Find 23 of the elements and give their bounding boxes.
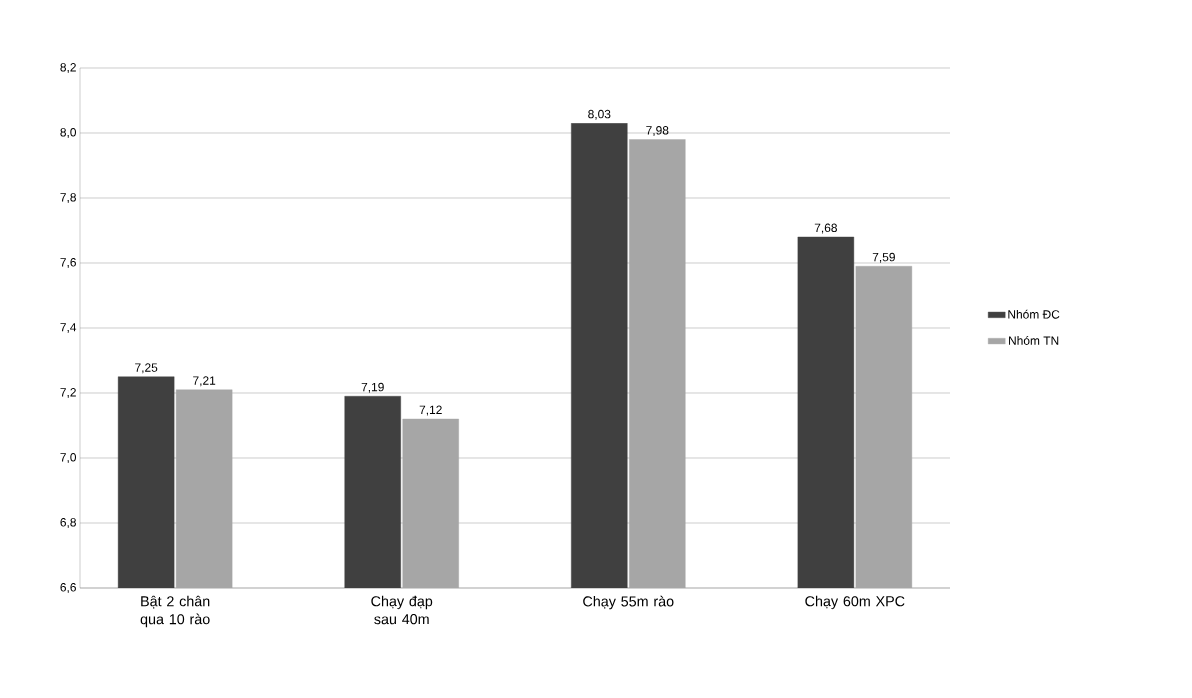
legend-label: Nhóm ĐC — [1008, 309, 1060, 319]
x-tick-label: Chạy 55m rào — [583, 595, 674, 610]
data-label: 7,21 — [193, 376, 216, 387]
x-tick-label: Chạy 60m XPC — [805, 595, 905, 610]
data-label: 8,03 — [588, 109, 611, 120]
data-label: 7,25 — [135, 363, 158, 374]
x-tick-label: Chạy đạp sau 40m — [371, 595, 433, 625]
y-tick-label: 8,2 — [60, 63, 76, 73]
y-tick-label: 7,0 — [60, 453, 77, 463]
data-label: 7,68 — [814, 223, 837, 234]
y-tick-label: 6,8 — [60, 518, 76, 528]
y-tick-label: 7,8 — [60, 193, 76, 203]
data-label: 7,98 — [646, 126, 669, 136]
x-tick-label: Bật 2 chân qua 10 rào — [140, 595, 210, 628]
data-label: 7,59 — [872, 252, 895, 263]
y-tick-label: 7,6 — [60, 258, 76, 268]
y-tick-label: 7,4 — [60, 323, 77, 333]
data-label: 7,12 — [419, 405, 442, 416]
data-label: 7,19 — [361, 382, 384, 393]
legend-label: Nhóm TN — [1009, 335, 1059, 345]
y-tick-label: 7,2 — [60, 388, 76, 398]
y-tick-label: 6,6 — [60, 583, 76, 593]
y-tick-label: 8,0 — [60, 128, 77, 138]
